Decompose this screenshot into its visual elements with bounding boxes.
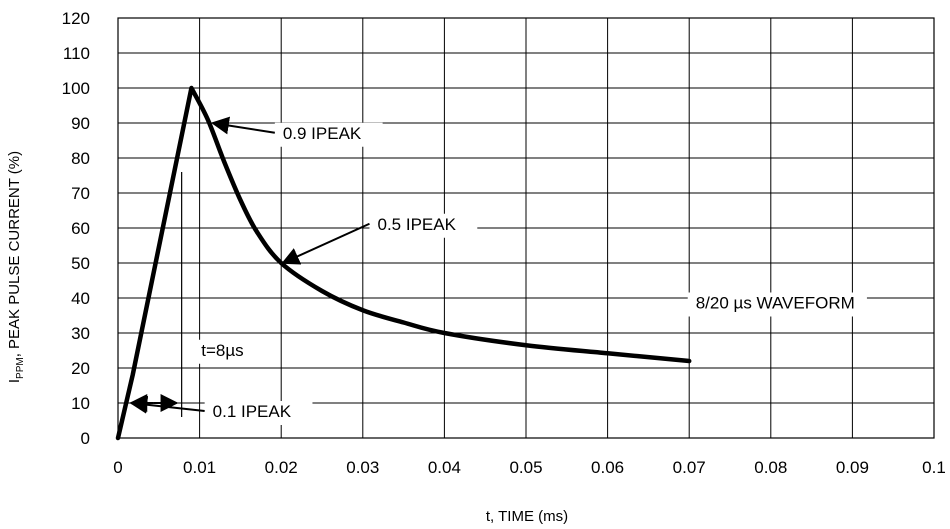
ann-09-arrow bbox=[210, 116, 275, 135]
y-tick-label: 110 bbox=[63, 44, 90, 63]
ann-05-arrow bbox=[281, 222, 370, 265]
x-tick-label: 0 bbox=[113, 458, 122, 477]
x-tick-label: 0.03 bbox=[346, 458, 379, 477]
x-tick-label: 0.1 bbox=[922, 458, 946, 477]
x-tick-label: 0.04 bbox=[428, 458, 461, 477]
y-tick-label: 30 bbox=[71, 324, 90, 343]
grid bbox=[117, 17, 935, 439]
y-axis-title-rest: , PEAK PULSE CURRENT (%) bbox=[6, 151, 23, 357]
y-axis-title-main: I bbox=[6, 379, 23, 383]
x-tick-label: 0.08 bbox=[754, 458, 787, 477]
y-tick-label: 100 bbox=[62, 79, 90, 98]
ann-09-label: 0.9 IPEAK bbox=[283, 124, 362, 143]
series bbox=[115, 85, 692, 441]
plot-frame bbox=[117, 17, 935, 439]
ann-01-label: 0.1 IPEAK bbox=[213, 402, 292, 421]
x-tick-label: 0.07 bbox=[673, 458, 706, 477]
y-tick-label: 10 bbox=[71, 394, 90, 413]
y-tick-label: 60 bbox=[71, 219, 90, 238]
y-axis-title: IPPM, PEAK PULSE CURRENT (%) bbox=[6, 151, 26, 383]
y-axis-title-sub: PPM bbox=[15, 357, 26, 379]
x-tick-label: 0.06 bbox=[591, 458, 624, 477]
y-tick-label: 0 bbox=[81, 429, 90, 448]
ann-t-bg bbox=[193, 339, 261, 364]
ann-wave-label: 8/20 µs WAVEFORM bbox=[696, 294, 855, 313]
y-tick-label: 50 bbox=[71, 254, 90, 273]
y-tick-label: 120 bbox=[62, 9, 90, 28]
y-tick-label: 20 bbox=[71, 359, 90, 378]
ann-01-bg bbox=[204, 401, 313, 425]
x-axis-title: t, TIME (ms) bbox=[486, 508, 568, 525]
ann-05-bg bbox=[369, 213, 478, 238]
y-tick-label: 90 bbox=[71, 114, 90, 133]
ann-05-label: 0.5 IPEAK bbox=[377, 215, 456, 234]
annotations: 0.9 IPEAK 0.5 IPEAK 0.1 IPEAK t=8µs 8/20 µs … bbox=[129, 116, 867, 425]
x-tick-label: 0.02 bbox=[265, 458, 298, 477]
x-tick-label: 0.01 bbox=[183, 458, 216, 477]
y-tick-label: 40 bbox=[71, 289, 90, 308]
y-tick-label: 70 bbox=[71, 184, 90, 203]
ann-wave-bg bbox=[687, 292, 867, 317]
tick-labels: 0 0.01 0.02 0.03 0.04 0.05 0.06 0.07 0.08 0.09 0.1… bbox=[62, 9, 946, 477]
y-tick-label: 80 bbox=[71, 149, 90, 168]
ann-01-arrow bbox=[129, 395, 205, 414]
x-tick-label: 0.05 bbox=[509, 458, 542, 477]
ann-t-label: t=8µs bbox=[201, 341, 243, 360]
ann-09-bg bbox=[274, 122, 383, 147]
x-tick-label: 0.09 bbox=[836, 458, 869, 477]
duration-marker bbox=[129, 172, 183, 417]
